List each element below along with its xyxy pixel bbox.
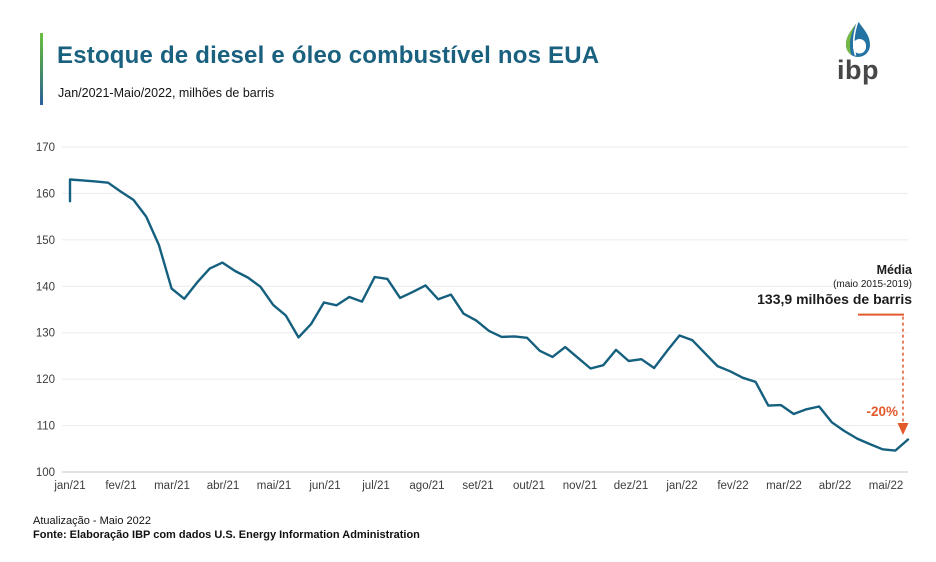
drop-arrow-head [897, 423, 909, 435]
y-tick-label-130: 130 [36, 328, 55, 340]
x-tick-label-abr-22: abr/22 [819, 480, 852, 492]
x-tick-label-abr-21: abr/21 [207, 480, 240, 492]
y-tick-label-140: 140 [36, 281, 55, 293]
x-tick-label-set-21: set/21 [462, 480, 493, 492]
stock-series-line [68, 178, 910, 452]
x-tick-label-jul-21: jul/21 [361, 480, 390, 492]
title-accent-bar [40, 33, 43, 105]
x-tick-label-jan-22: jan/22 [665, 480, 697, 492]
drop-percentage-label: -20% [866, 404, 898, 419]
y-tick-label-170: 170 [36, 142, 55, 154]
footer-source-line: Fonte: Elaboração IBP com dados U.S. Ene… [33, 529, 420, 541]
y-tick-label-120: 120 [36, 374, 55, 386]
x-tick-label-fev-21: fev/21 [105, 480, 136, 492]
mean-annotation-value: 133,9 milhões de barris [757, 290, 912, 307]
mean-annotation-label: Média [876, 263, 912, 277]
y-tick-label-150: 150 [36, 235, 55, 247]
x-tick-label-ago-21: ago/21 [409, 480, 444, 492]
y-tick-label-110: 110 [37, 421, 55, 433]
footer: Atualização - Maio 2022 Fonte: Elaboraçã… [33, 515, 420, 541]
x-tick-label-mai-22: mai/22 [869, 480, 904, 492]
ibp-logo: ibp [826, 20, 890, 85]
page-title: Estoque de diesel e óleo combustível nos… [57, 42, 600, 69]
x-tick-label-nov-21: nov/21 [563, 480, 598, 492]
footer-update-line: Atualização - Maio 2022 [33, 515, 152, 527]
x-tick-label-jun-21: jun/21 [308, 480, 340, 492]
x-tick-label-fev-22: fev/22 [717, 480, 748, 492]
mean-annotation-sublabel: (maio 2015-2019) [833, 278, 912, 290]
x-tick-label-jan-21: jan/21 [53, 480, 85, 492]
x-tick-label-mar-21: mar/21 [154, 480, 190, 492]
y-tick-label-160: 160 [36, 188, 55, 200]
ibp-logo-text: ibp [837, 55, 879, 85]
x-tick-label-out-21: out/21 [513, 480, 545, 492]
x-tick-label-mar-22: mar/22 [766, 480, 802, 492]
droplet-icon [846, 20, 870, 57]
x-tick-label-mai-21: mai/21 [257, 480, 292, 492]
mean-annotation: Média (maio 2015-2019) 133,9 milhões de … [757, 263, 912, 307]
y-tick-label-100: 100 [36, 467, 55, 479]
x-tick-label-dez-21: dez/21 [614, 480, 649, 492]
page-subtitle: Jan/2021-Maio/2022, milhões de barris [58, 86, 275, 100]
